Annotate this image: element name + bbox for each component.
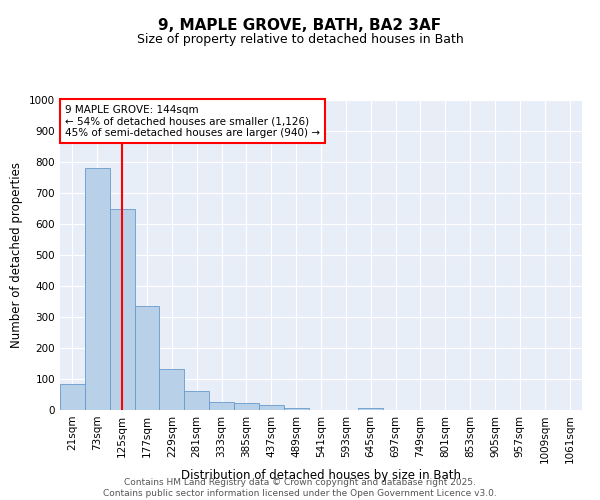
Bar — [85, 168, 110, 410]
Text: 9, MAPLE GROVE, BATH, BA2 3AF: 9, MAPLE GROVE, BATH, BA2 3AF — [158, 18, 442, 32]
Y-axis label: Number of detached properties: Number of detached properties — [10, 162, 23, 348]
Bar — [284, 408, 308, 410]
Bar — [184, 391, 209, 410]
Bar — [259, 404, 284, 410]
Text: Size of property relative to detached houses in Bath: Size of property relative to detached ho… — [137, 32, 463, 46]
Bar — [358, 408, 383, 410]
Bar — [234, 403, 259, 410]
Bar — [60, 384, 85, 410]
X-axis label: Distribution of detached houses by size in Bath: Distribution of detached houses by size … — [181, 469, 461, 482]
Bar — [134, 306, 160, 410]
Bar — [110, 209, 134, 410]
Text: Contains HM Land Registry data © Crown copyright and database right 2025.
Contai: Contains HM Land Registry data © Crown c… — [103, 478, 497, 498]
Text: 9 MAPLE GROVE: 144sqm
← 54% of detached houses are smaller (1,126)
45% of semi-d: 9 MAPLE GROVE: 144sqm ← 54% of detached … — [65, 104, 320, 138]
Bar — [160, 369, 184, 410]
Bar — [209, 402, 234, 410]
